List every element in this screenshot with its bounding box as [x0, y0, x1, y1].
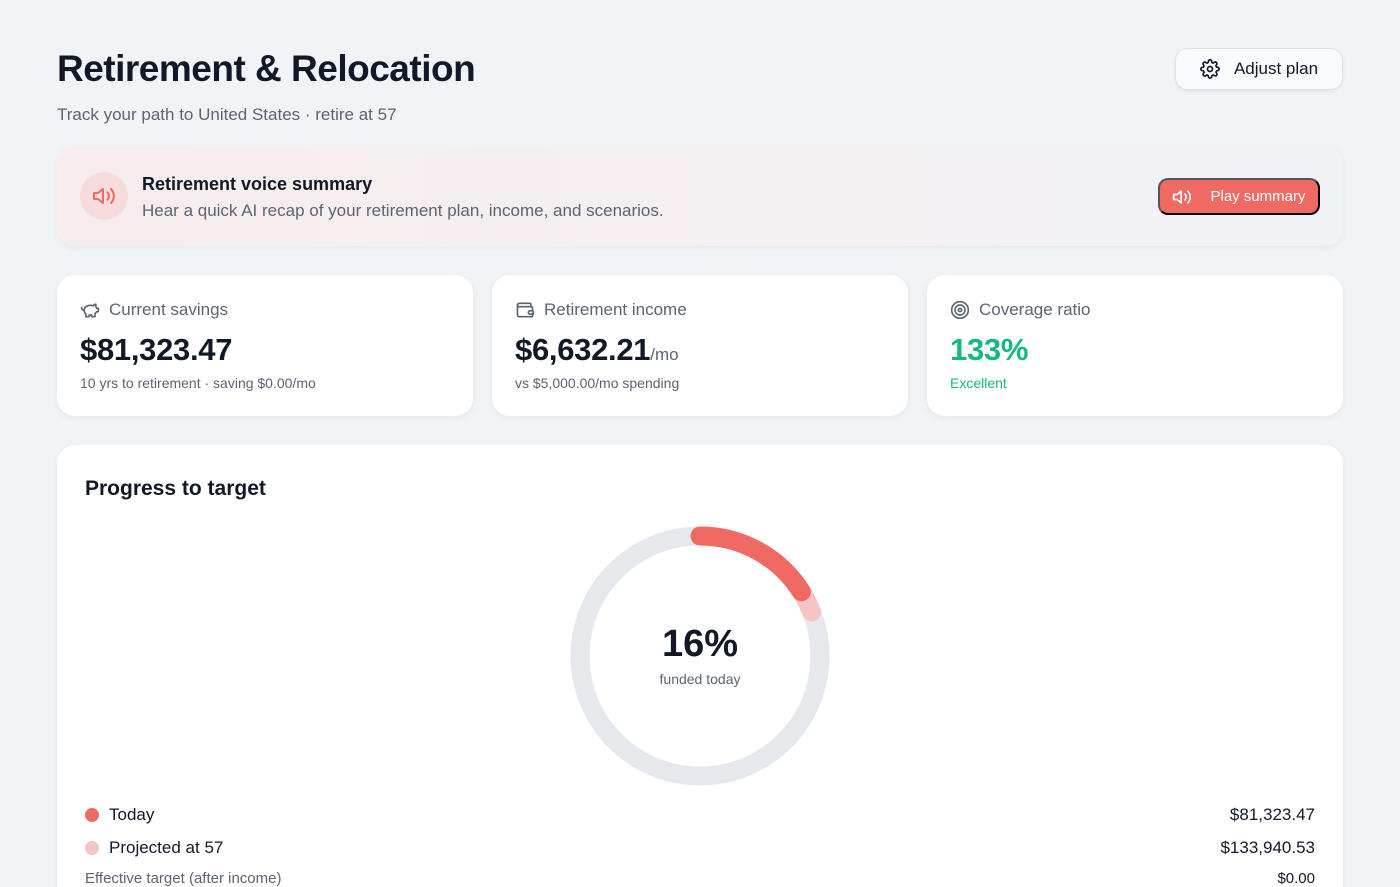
voice-summary-banner: Retirement voice summary Hear a quick AI… [57, 147, 1343, 246]
gear-icon [1200, 59, 1220, 79]
legend-amount-today: $81,323.47 [1229, 805, 1315, 824]
funded-percent: 16% [661, 623, 739, 665]
current-savings-value: $81,323.47 [80, 332, 233, 367]
page-title: Retirement & Relocation [57, 48, 476, 89]
play-summary-label: Play summary [1210, 188, 1306, 205]
coverage-ratio-header: Coverage ratio [950, 300, 1091, 320]
adjust-plan-button[interactable]: Adjust plan [1175, 48, 1343, 90]
legend-label-projected: Projected at 57 [109, 838, 224, 857]
voice-summary-description: Hear a quick AI recap of your retirement… [142, 201, 664, 220]
retirement-income-value: $6,632.21/mo [515, 332, 679, 368]
progress-ring-today-arc [570, 526, 830, 786]
retirement-income-note: vs $5,000.00/mo spending [515, 375, 680, 391]
legend-dot-projected [85, 841, 99, 855]
effective-target-label: Effective target (after income) [85, 870, 282, 887]
retirement-income-amount: $6,632.21 [515, 332, 651, 367]
legend-label-today: Today [109, 805, 155, 824]
target-icon [950, 300, 970, 320]
voice-summary-title: Retirement voice summary [142, 174, 373, 194]
speaker-icon [93, 188, 115, 204]
speaker-icon [1173, 189, 1192, 204]
retirement-income-header: Retirement income [515, 300, 687, 320]
retirement-income-card: Retirement income $6,632.21/mo vs $5,000… [492, 275, 908, 416]
funded-label: funded today [659, 671, 741, 687]
retirement-income-unit: /mo [650, 345, 679, 364]
play-summary-button[interactable]: Play summary [1158, 178, 1320, 215]
page-subtitle: Track your path to United States · retir… [57, 105, 397, 124]
page-header: Retirement & Relocation Track your path … [57, 48, 1343, 128]
progress-ring [570, 526, 830, 786]
coverage-ratio-status: Excellent [950, 375, 1007, 391]
current-savings-label: Current savings [109, 300, 229, 319]
effective-target-amount: $0.00 [1277, 870, 1315, 887]
wallet-icon [516, 302, 535, 318]
progress-title: Progress to target [85, 477, 266, 500]
legend-amount-projected: $133,940.53 [1220, 838, 1315, 857]
piggy-bank-icon [80, 303, 100, 318]
current-savings-card: Current savings $81,323.47 10 yrs to ret… [57, 275, 473, 416]
coverage-ratio-label: Coverage ratio [979, 300, 1091, 319]
coverage-ratio-card: Coverage ratio 133% Excellent [927, 275, 1343, 416]
legend-item-projected: Projected at 57 $133,940.53 [85, 838, 1315, 858]
voice-icon-badge [80, 172, 128, 220]
coverage-ratio-value: 133% [950, 332, 1029, 367]
legend-item-today: Today $81,323.47 [85, 805, 1315, 825]
progress-card: Progress to target 16% funded today Toda… [57, 445, 1343, 887]
current-savings-header: Current savings [80, 300, 228, 320]
legend-dot-today [85, 808, 99, 822]
current-savings-note: 10 yrs to retirement · saving $0.00/mo [80, 375, 316, 391]
retirement-income-label: Retirement income [544, 300, 687, 319]
effective-target-row: Effective target (after income) $0.00 [85, 870, 1315, 887]
adjust-plan-label: Adjust plan [1233, 59, 1319, 78]
